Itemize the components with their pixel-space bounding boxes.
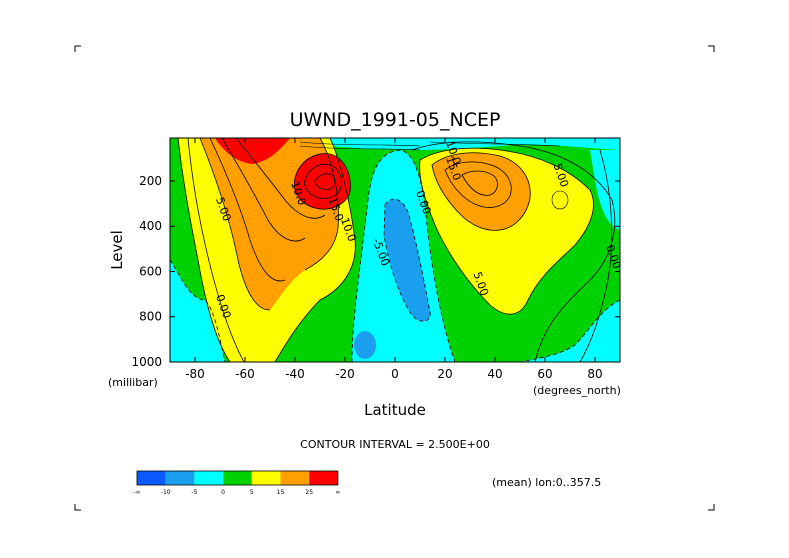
colorbar-swatch <box>251 471 281 485</box>
colorbar: -∞ -10 -5 0 5 15 25 ∞ <box>133 470 340 496</box>
region-northern-15 <box>432 152 531 231</box>
colorbar-tick-label: 15 <box>277 489 285 496</box>
x-tick-label: 20 <box>437 367 452 381</box>
region-top-stripes <box>299 141 561 151</box>
colorbar-swatch <box>223 471 252 485</box>
colorbar-swatch <box>194 471 224 485</box>
contour-lines <box>170 138 620 362</box>
y-axis-label: Level <box>108 230 126 270</box>
x-tick-label: 0 <box>391 367 399 381</box>
colorbar-swatch <box>280 471 310 485</box>
x-tick-label: 80 <box>587 367 602 381</box>
y-units-label: (millibar) <box>108 376 158 389</box>
region-northern-small <box>551 190 569 210</box>
x-tick-label: -60 <box>235 367 255 381</box>
region-negative-northpolar <box>520 300 620 362</box>
region-negative-top <box>300 138 620 150</box>
mean-text: (mean) lon:0..357.5 <box>492 476 601 489</box>
colorbar-tick-label: -∞ <box>133 489 140 496</box>
region-polar-25 <box>215 138 290 164</box>
colorbar-swatch <box>137 471 166 485</box>
region-negative-southpolar <box>170 260 225 362</box>
colorbar-tick-label: 25 <box>305 489 313 496</box>
x-tick-label: 40 <box>487 367 502 381</box>
x-tick-label: 60 <box>537 367 552 381</box>
region-strong-negative-low <box>354 331 376 359</box>
colorbar-tick-label: 0 <box>221 489 225 496</box>
colorbar-tick-label: -5 <box>191 489 197 496</box>
x-units-label: (degrees_north) <box>533 384 621 397</box>
x-tick-label: -80 <box>185 367 205 381</box>
x-tick-label: -40 <box>285 367 305 381</box>
colorbar-frame <box>136 470 339 486</box>
y-tick-label: 400 <box>139 219 162 233</box>
x-axis-label: Latitude <box>364 401 426 419</box>
y-tick-label: 200 <box>139 174 162 188</box>
chart-title: UWND_1991-05_NCEP <box>290 109 501 131</box>
corner-marks <box>74 45 715 511</box>
y-tick-label: 1000 <box>131 355 162 369</box>
region-strong-negative <box>384 199 431 322</box>
colorbar-tick-label: -10 <box>161 489 171 496</box>
colorbar-tick-label: 5 <box>250 489 254 496</box>
contour-interval-text: CONTOUR INTERVAL = 2.500E+00 <box>300 438 490 451</box>
colorbar-swatch <box>165 471 195 485</box>
colorbar-swatch <box>309 471 338 485</box>
region-southern-25 <box>294 153 351 210</box>
x-axis: -80 -60 -40 -20 0 20 40 60 80 <box>185 138 603 381</box>
y-axis: 200 400 600 800 1000 <box>131 174 620 369</box>
y-tick-label: 600 <box>139 264 162 278</box>
x-tick-label: -20 <box>335 367 355 381</box>
colorbar-tick-label: ∞ <box>335 489 340 496</box>
plot-area <box>170 138 620 362</box>
y-tick-label: 800 <box>139 310 162 324</box>
